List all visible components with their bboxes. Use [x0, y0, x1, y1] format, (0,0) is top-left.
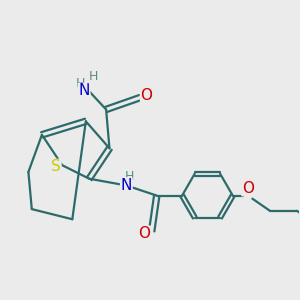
Text: H: H: [75, 76, 85, 90]
Text: H: H: [124, 169, 134, 182]
Text: S: S: [51, 159, 61, 174]
Text: O: O: [141, 88, 153, 104]
Text: H: H: [89, 70, 98, 83]
Text: O: O: [138, 226, 150, 241]
Text: O: O: [242, 181, 254, 196]
Text: N: N: [121, 178, 132, 193]
Text: N: N: [79, 83, 90, 98]
